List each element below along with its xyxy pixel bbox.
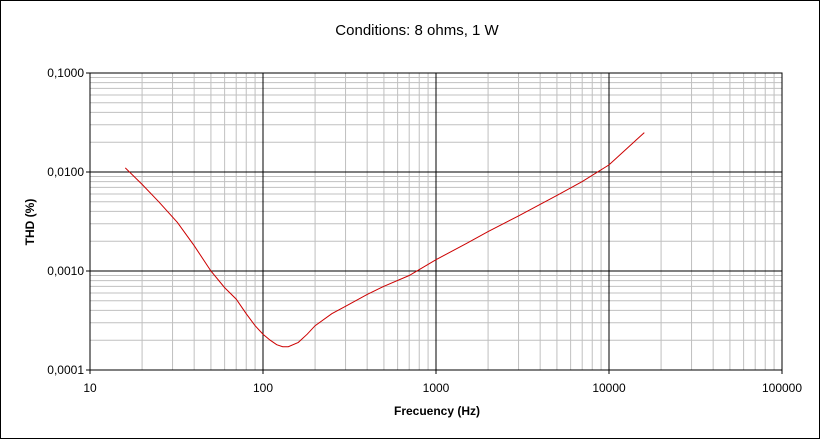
y-tick-label: 0,0100: [47, 165, 84, 179]
x-tick-label: 10: [83, 381, 97, 395]
major-gridlines: [86, 72, 783, 374]
x-axis-label: Frecuency (Hz): [394, 404, 480, 418]
y-axis-label: THD (%): [23, 199, 37, 246]
y-tick-label: 0,0010: [47, 264, 84, 278]
thd-series-line: [124, 132, 645, 348]
y-tick-label: 0,0001: [47, 363, 84, 377]
y-axis-tick-labels: 0,0001 0,0010 0,0100 0,1000: [47, 66, 84, 377]
x-tick-label: 100000: [762, 381, 802, 395]
x-tick-label: 1000: [423, 381, 450, 395]
x-axis-tick-labels: 10 100 1000 10000 100000: [83, 381, 802, 395]
x-tick-label: 10000: [592, 381, 626, 395]
y-tick-label: 0,1000: [47, 66, 84, 80]
x-tick-label: 100: [253, 381, 273, 395]
chart-title: Conditions: 8 ohms, 1 W: [335, 22, 499, 39]
